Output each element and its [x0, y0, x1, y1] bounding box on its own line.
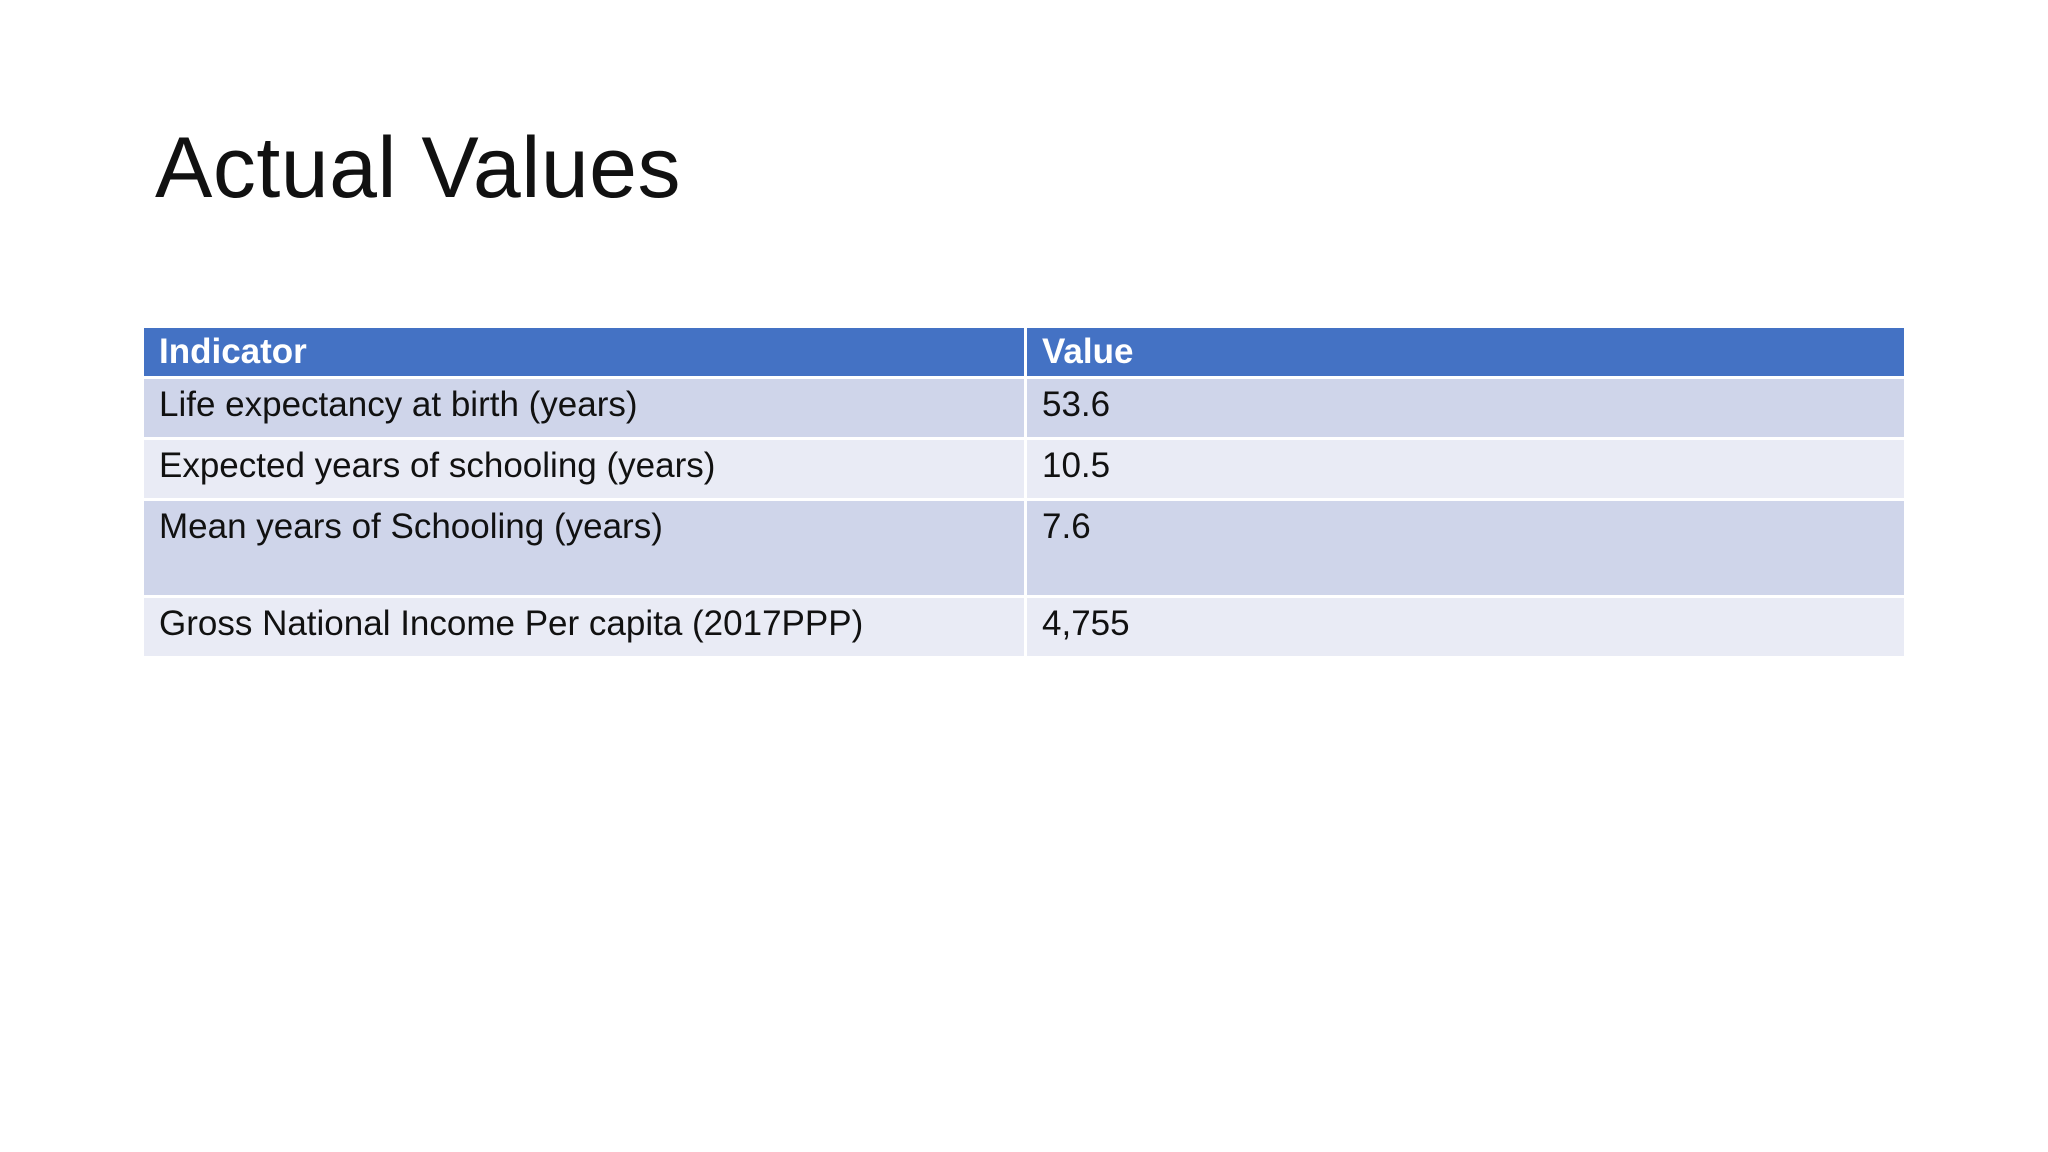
table-row: Mean years of Schooling (years) 7.6 [141, 498, 1907, 598]
header-row: Indicator Value [141, 325, 1907, 379]
indicator-cell: Gross National Income Per capita (2017PP… [141, 595, 1027, 659]
value-cell: 10.5 [1024, 437, 1907, 501]
value-cell: 4,755 [1024, 595, 1907, 659]
table-row: Gross National Income Per capita (2017PP… [141, 595, 1907, 659]
column-header: Indicator [141, 325, 1027, 379]
value-cell: 7.6 [1024, 498, 1907, 598]
column-header: Value [1024, 325, 1907, 379]
table-row: Life expectancy at birth (years) 53.6 [141, 376, 1907, 440]
data-table: Indicator Value Life expectancy at birth … [141, 325, 1907, 659]
value-cell: 53.6 [1024, 376, 1907, 440]
table-row: Expected years of schooling (years) 10.5 [141, 437, 1907, 501]
indicator-cell: Mean years of Schooling (years) [141, 498, 1027, 598]
indicator-cell: Life expectancy at birth (years) [141, 376, 1027, 440]
slide-title: Actual Values [155, 120, 681, 216]
indicator-cell: Expected years of schooling (years) [141, 437, 1027, 501]
